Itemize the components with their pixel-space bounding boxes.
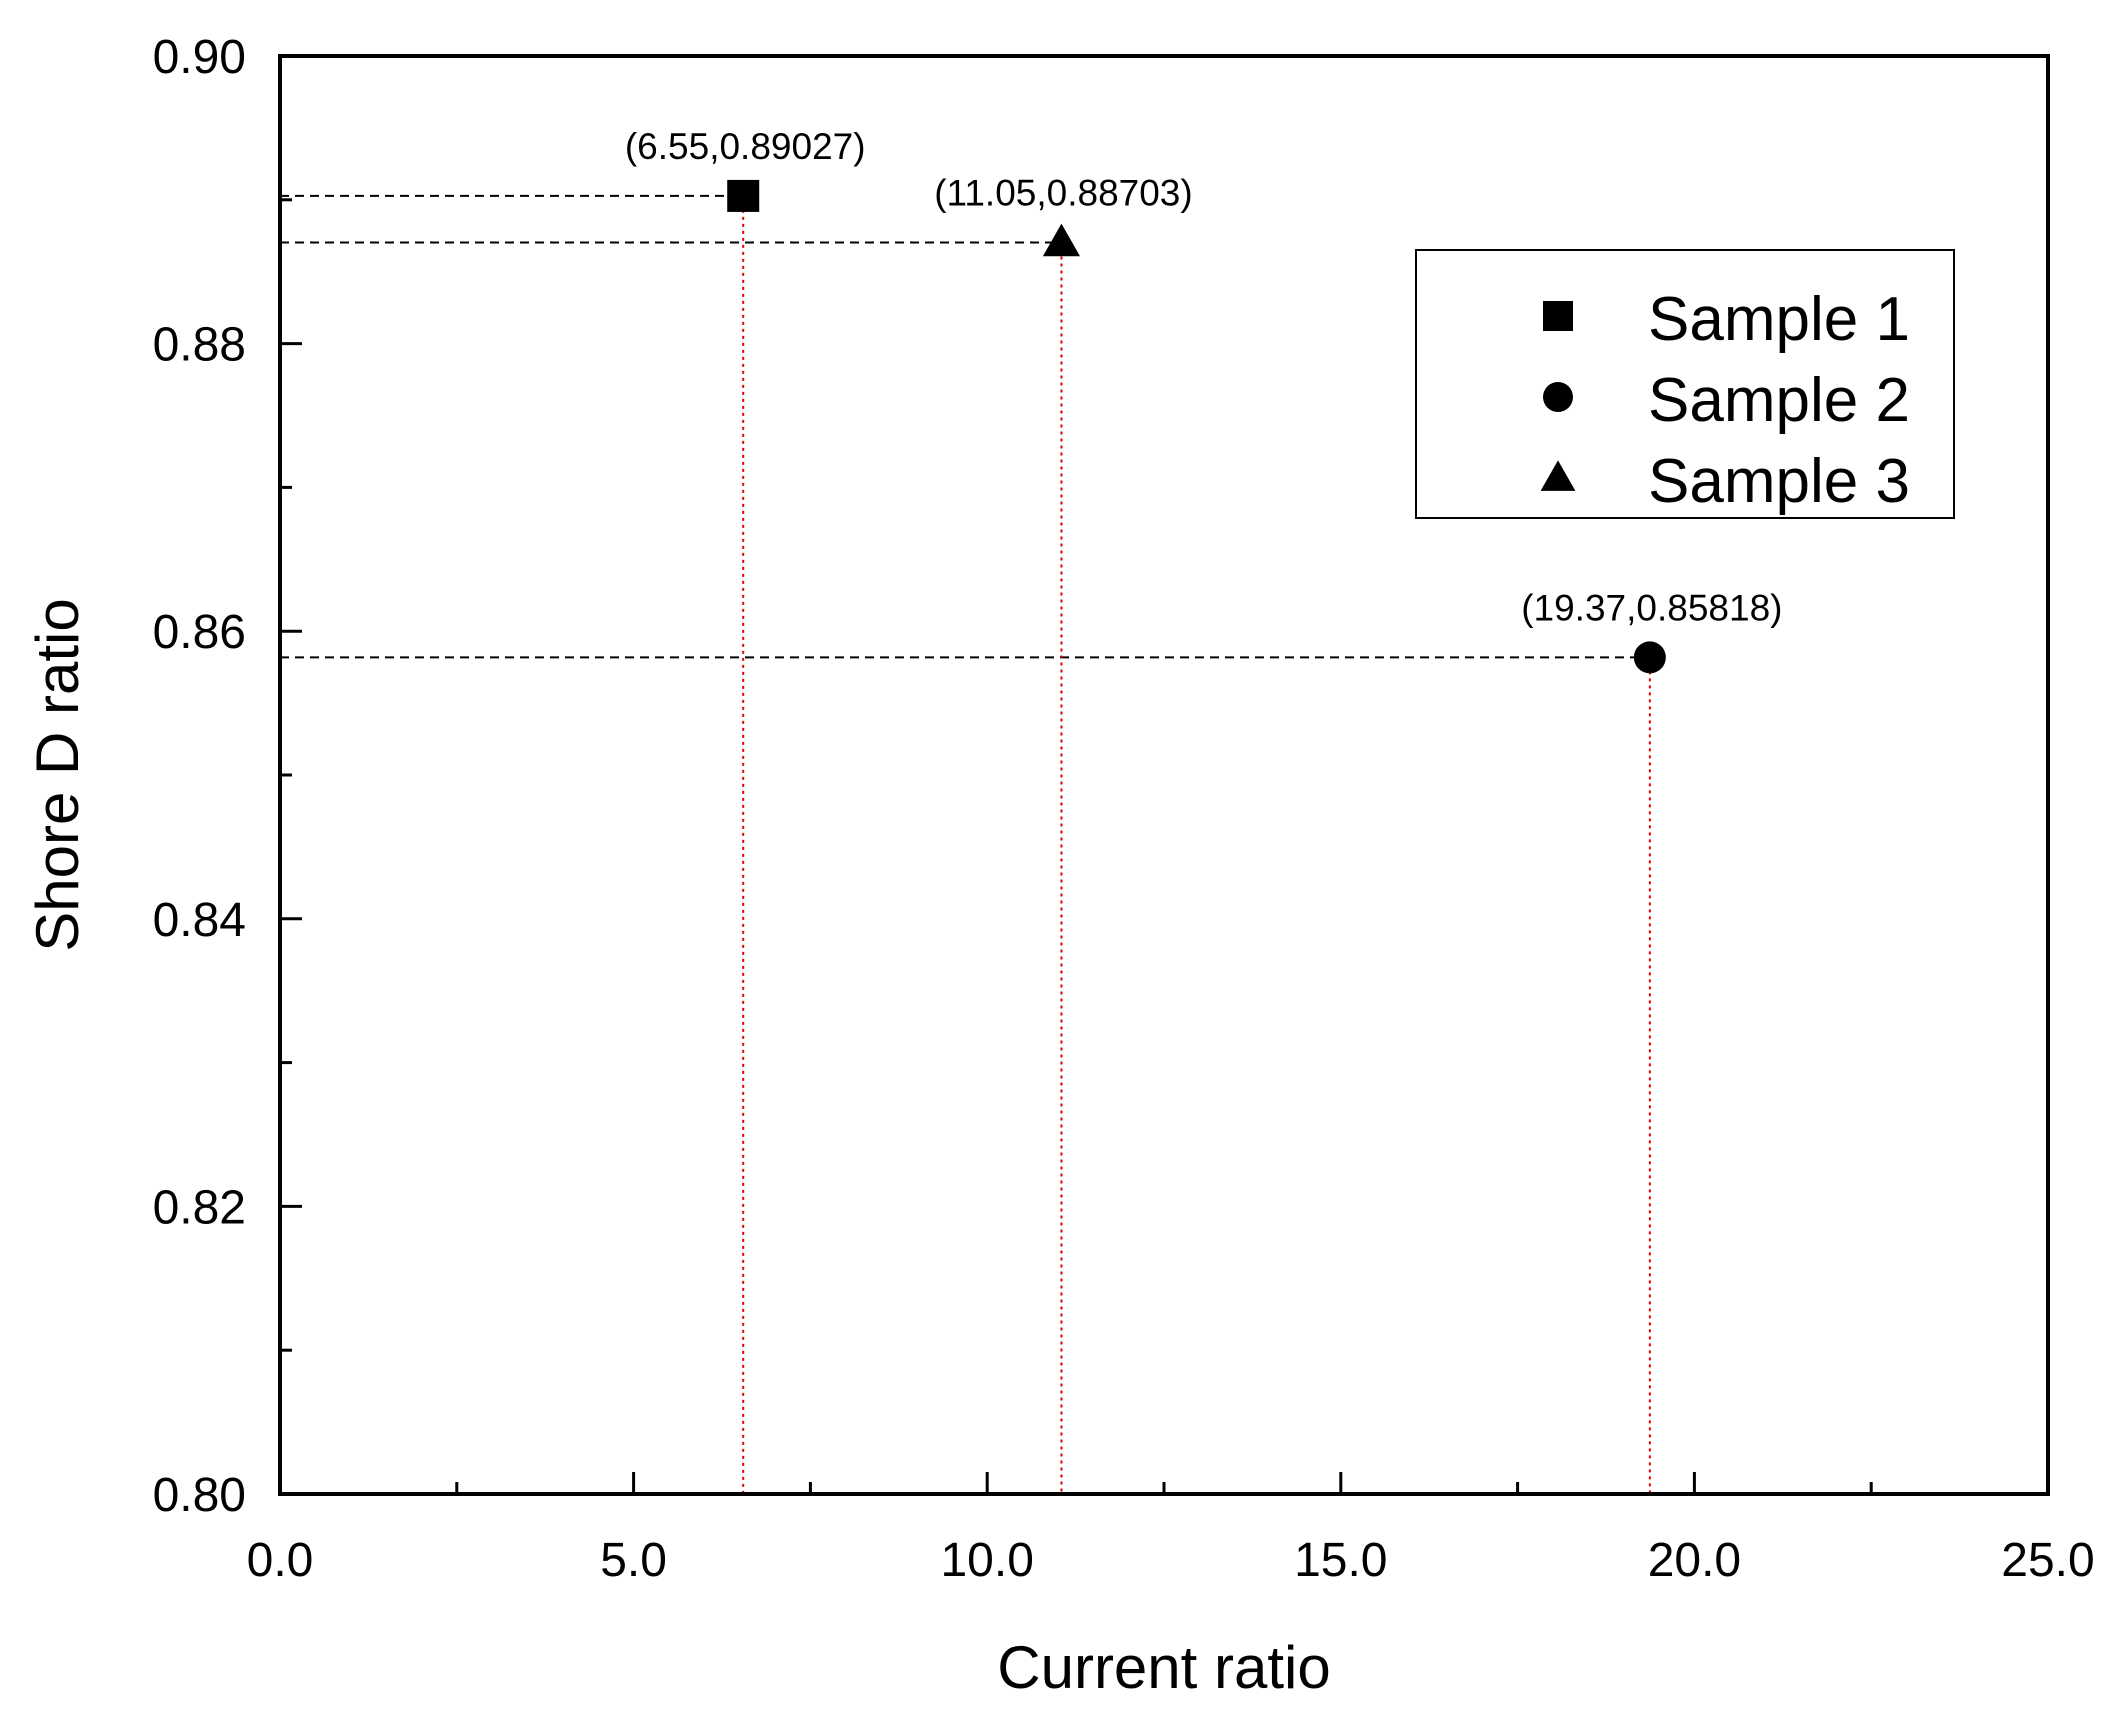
x-axis-title: Current ratio: [997, 1634, 1330, 1701]
point-label: (6.55,0.89027): [625, 126, 866, 167]
guide-lines: [280, 194, 1651, 1494]
legend-marker-circle: [1543, 382, 1573, 412]
y-tick-label: 0.82: [153, 1181, 246, 1234]
point-annotations: (6.55,0.89027) (19.37,0.85818) (11.05,0.88…: [625, 126, 1783, 628]
x-tick-label: 5.0: [600, 1534, 667, 1587]
legend-marker-triangle: [1540, 460, 1576, 491]
axis-tick-labels: 0.0 5.0 10.0 15.0 20.0 25.0 0.80 0.82 0.84 0.86 0.…: [153, 31, 2095, 1587]
legend-label: Sample 2: [1648, 366, 1910, 435]
x-tick-label: 0.0: [247, 1534, 314, 1587]
legend: Sample 1 Sample 2 Sample 3: [1415, 249, 1955, 519]
y-axis-title: Shore D ratio: [24, 598, 91, 952]
legend-marker-square: [1543, 301, 1573, 331]
marker-circle: [1633, 641, 1666, 674]
legend-box: [1415, 249, 1955, 519]
y-tick-label: 0.84: [153, 894, 246, 947]
legend-label: Sample 1: [1648, 285, 1910, 354]
x-tick-label: 10.0: [940, 1534, 1033, 1587]
marker-triangle: [1042, 223, 1081, 257]
y-tick-label: 0.80: [153, 1469, 246, 1522]
x-tick-label: 15.0: [1294, 1534, 1387, 1587]
x-tick-label: 25.0: [2001, 1534, 2094, 1587]
point-label: (19.37,0.85818): [1521, 587, 1782, 628]
axis-ticks: [278, 54, 2050, 1496]
data-markers: [727, 179, 1666, 674]
point-label: (11.05,0.88703): [934, 173, 1193, 214]
y-tick-label: 0.88: [153, 319, 246, 372]
x-tick-label: 20.0: [1648, 1534, 1741, 1587]
y-tick-label: 0.86: [153, 606, 246, 659]
legend-label: Sample 3: [1648, 447, 1910, 516]
marker-square: [727, 179, 760, 212]
y-tick-label: 0.90: [153, 31, 246, 84]
